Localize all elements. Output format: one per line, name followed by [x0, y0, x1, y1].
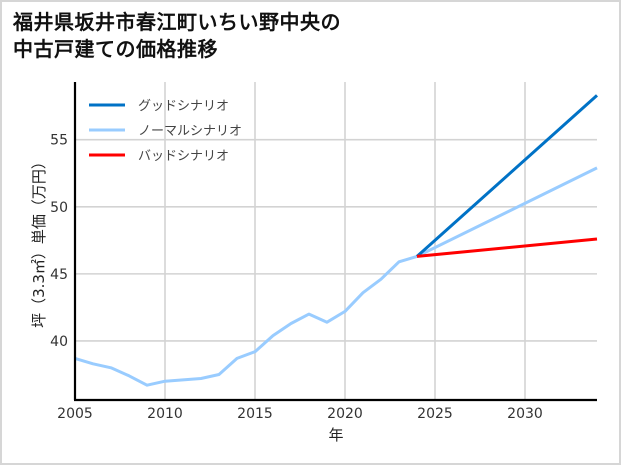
x-tick-label: 2005 [57, 406, 93, 422]
good-scenario-line [415, 94, 599, 258]
y-tick-label: 50 [50, 200, 68, 216]
legend-label: バッドシナリオ [138, 149, 229, 164]
normal-scenario-line [74, 166, 598, 387]
legend-label: グッドシナリオ [138, 99, 229, 114]
legend-item-good: グッドシナリオ [89, 99, 229, 114]
x-tick-label: 2030 [507, 406, 543, 422]
chart-title-line-2: 中古戸建ての価格推移 [13, 37, 218, 61]
x-tick-label: 2020 [327, 406, 363, 422]
y-tick-label: 45 [50, 267, 68, 283]
bad-scenario-line [416, 237, 598, 258]
chart-title: 福井県坂井市春江町いちい野中央の 中古戸建ての価格推移 [13, 9, 341, 63]
x-tick-label: 2025 [417, 406, 453, 422]
x-axis-label: 年 [328, 426, 343, 444]
x-tick-labels: 2005 2010 2015 2020 2025 2030 [57, 406, 543, 422]
chart-title-line-1: 福井県坂井市春江町いちい野中央の [13, 10, 341, 34]
x-tick-label: 2015 [237, 406, 273, 422]
legend-item-normal: ノーマルシナリオ [89, 124, 242, 139]
y-axis-label: 坪（3.3㎡）単価（万円） [30, 154, 48, 328]
x-tick-label: 2010 [147, 406, 183, 422]
legend-label: ノーマルシナリオ [138, 124, 242, 139]
data-series [74, 94, 599, 387]
axes [73, 82, 597, 402]
y-tick-label: 40 [50, 334, 68, 350]
y-tick-labels: 40 45 50 55 [50, 133, 68, 350]
y-tick-label: 55 [50, 133, 68, 149]
legend-item-bad: バッドシナリオ [89, 149, 229, 164]
